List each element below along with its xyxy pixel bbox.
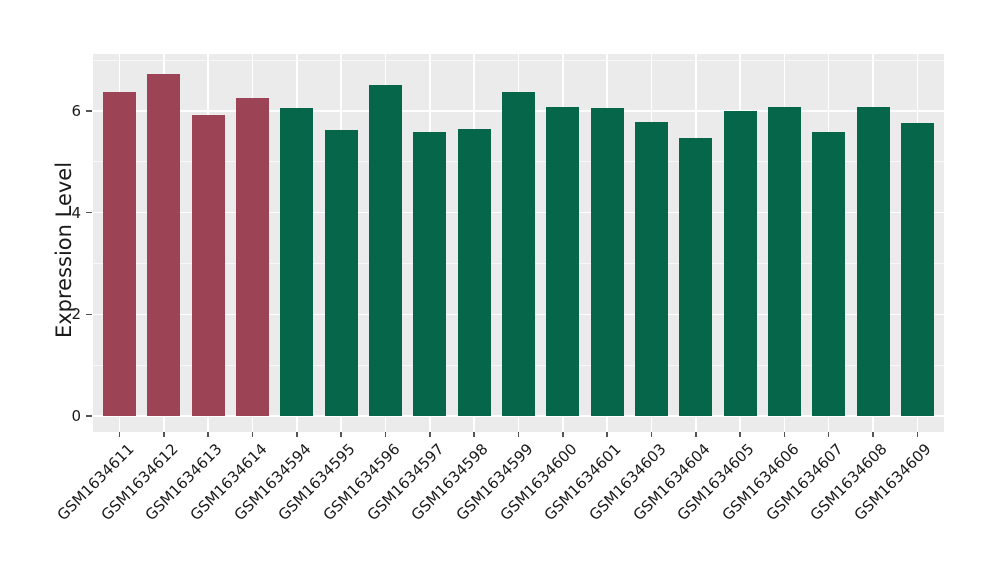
x-axis-tick-label: GSM1634604 [629,440,714,525]
bar-GSM1634607 [812,132,846,416]
bar-GSM1634604 [679,137,713,416]
x-axis-tick [827,432,830,437]
bar-GSM1634598 [457,129,491,416]
x-axis-tick [473,432,475,437]
x-axis-tick-label: GSM1634607 [762,440,847,525]
bar-GSM1634595 [324,130,358,416]
bar-GSM1634614 [236,97,270,416]
x-axis-tick [916,432,919,437]
gridline-horizontal-minor [93,59,944,61]
x-axis-tick [517,432,520,437]
x-axis-tick [695,432,697,437]
plot-panel [93,54,944,432]
bar-GSM1634597 [413,131,447,416]
gridline-horizontal-major [93,415,944,417]
x-axis-tick [872,432,874,437]
bar-GSM1634613 [191,114,225,416]
bar-GSM1634596 [369,84,402,416]
y-axis-tick [86,313,92,316]
y-axis-tick-label: 6 [71,102,81,120]
bar-GSM1634603 [634,122,668,416]
bar-GSM1634612 [147,73,181,416]
bar-GSM1634608 [856,106,890,416]
x-axis-tick [606,432,608,437]
x-axis-tick [384,432,387,437]
y-axis-tick [86,110,92,112]
x-axis-tick [429,432,431,437]
y-axis-tick [86,415,92,417]
y-axis-tick-label: 0 [71,407,81,425]
x-axis-tick [296,432,298,437]
x-axis-tick-label: GSM1634611 [53,440,138,525]
bar-GSM1634605 [723,111,757,416]
x-axis-tick [562,432,564,437]
bar-GSM1634611 [103,92,137,416]
x-axis-tick [739,432,741,437]
x-axis-tick [251,432,254,437]
bar-GSM1634601 [590,107,624,416]
x-axis-tick [163,432,165,437]
x-axis-tick [783,432,786,437]
bar-GSM1634609 [900,122,934,416]
x-axis-tick [118,432,121,437]
y-axis-tick-label: 2 [71,305,81,324]
x-axis-tick [340,432,342,437]
x-axis-tick [207,432,209,437]
bar-GSM1634599 [501,92,535,416]
bar-GSM1634594 [280,107,314,416]
y-axis-tick [86,211,92,214]
y-axis-tick-label: 4 [71,203,81,222]
x-axis-tick [650,432,653,437]
bar-GSM1634600 [546,106,580,416]
bar-GSM1634606 [767,107,801,416]
